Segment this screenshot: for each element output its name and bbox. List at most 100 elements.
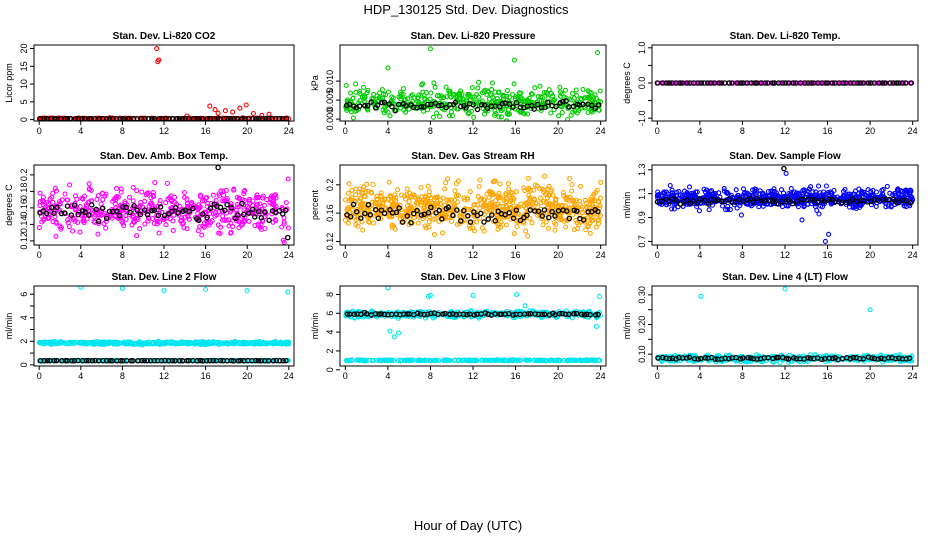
data-point: [39, 115, 45, 121]
data-point: [348, 357, 354, 363]
x-tick-label: 24: [284, 126, 294, 136]
data-point: [37, 190, 43, 196]
data-point: [816, 211, 822, 217]
data-point: [157, 204, 164, 210]
data-point: [701, 186, 707, 192]
data-point: [157, 341, 163, 347]
data-point: [101, 221, 107, 227]
data-point: [457, 213, 463, 219]
data-point: [511, 231, 517, 237]
x-tick-label: 0: [37, 126, 42, 136]
data-point: [381, 210, 388, 217]
data-point: [526, 99, 532, 105]
data-point: [376, 203, 382, 209]
data-point: [364, 181, 370, 187]
data-point: [506, 310, 512, 317]
data-point: [282, 207, 289, 214]
data-point: [782, 80, 789, 86]
data-point: [207, 357, 213, 364]
data-point: [395, 330, 402, 336]
data-point: [282, 340, 288, 346]
data-point: [389, 94, 395, 100]
data-point: [438, 102, 445, 109]
data-point: [358, 204, 364, 210]
data-point: [428, 90, 434, 96]
data-point: [505, 111, 511, 118]
data-point: [669, 187, 675, 193]
data-point: [455, 192, 461, 198]
data-point: [48, 204, 55, 211]
data-point: [110, 198, 116, 205]
data-point: [496, 195, 502, 201]
data-point: [847, 80, 854, 86]
data-point: [196, 217, 202, 224]
data-point: [350, 201, 357, 208]
data-point: [258, 222, 264, 228]
data-point: [541, 90, 547, 96]
data-point: [517, 217, 524, 224]
data-point: [131, 203, 137, 209]
data-point: [563, 98, 569, 104]
data-point: [201, 340, 207, 346]
data-point: [462, 197, 468, 203]
data-point: [676, 188, 682, 195]
data-point: [571, 207, 577, 213]
data-point: [524, 212, 530, 218]
data-point: [194, 358, 200, 364]
data-point: [569, 181, 575, 188]
data-point: [221, 198, 228, 204]
data-point: [579, 357, 585, 364]
data-point: [544, 204, 550, 210]
data-point: [577, 183, 583, 189]
data-point: [765, 80, 771, 86]
data-point: [256, 339, 263, 345]
data-point: [460, 96, 466, 102]
x-tick-label: 12: [468, 126, 478, 136]
data-point: [871, 196, 878, 203]
data-point: [465, 213, 471, 219]
data-point: [539, 213, 546, 219]
data-point: [489, 202, 495, 208]
data-point: [371, 99, 377, 105]
data-point: [499, 100, 506, 107]
data-point: [471, 94, 477, 100]
data-point: [855, 194, 861, 200]
data-point: [385, 65, 391, 71]
data-point: [246, 210, 252, 216]
data-point: [826, 196, 833, 203]
x-tick-label: 0: [655, 126, 660, 136]
x-tick-label: 20: [242, 371, 252, 381]
data-point: [504, 88, 510, 94]
data-point: [439, 216, 445, 222]
data-point: [696, 208, 703, 214]
data-point: [698, 80, 705, 86]
data-point: [884, 183, 890, 189]
data-point: [471, 228, 477, 234]
data-point: [389, 222, 395, 228]
data-point: [142, 221, 148, 227]
data-point: [589, 109, 595, 115]
data-point: [54, 204, 60, 211]
data-point: [262, 209, 268, 215]
data-point: [344, 207, 350, 213]
data-point: [562, 224, 569, 230]
data-point: [485, 216, 492, 222]
data-point: [370, 358, 376, 364]
panel-5: Stan. Dev. Gas Stream RH0 4 8 12 16 20 240.120…: [310, 151, 607, 260]
data-point: [834, 194, 841, 200]
data-point: [372, 206, 379, 213]
data-point: [587, 220, 593, 226]
data-point: [473, 219, 479, 225]
x-tick-label: 24: [908, 126, 918, 136]
data-point: [778, 187, 785, 193]
x-tick-label: 4: [697, 126, 702, 136]
y-tick-label: 0.005: [325, 89, 335, 112]
data-point: [284, 340, 290, 346]
data-point: [230, 109, 236, 115]
data-point: [880, 191, 886, 197]
data-point: [378, 207, 385, 213]
data-point: [280, 211, 286, 217]
data-point: [667, 182, 673, 189]
data-point: [454, 207, 460, 213]
data-point: [201, 220, 208, 226]
